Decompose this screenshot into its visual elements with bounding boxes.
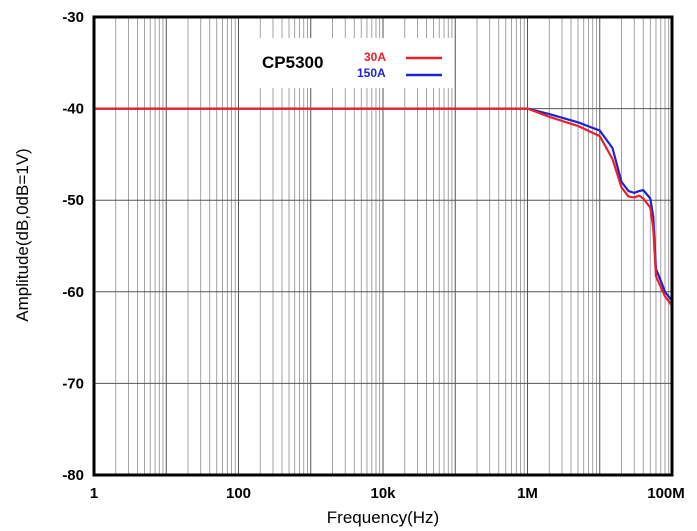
y-tick-label: -30 bbox=[62, 9, 84, 26]
x-tick-label: 1M bbox=[517, 485, 538, 502]
x-tick-label: 100 bbox=[226, 485, 251, 502]
y-tick-label: -80 bbox=[62, 467, 84, 484]
y-tick-label: -50 bbox=[62, 192, 84, 209]
y-axis-label: Amplitude(dB,0dB=1V) bbox=[13, 148, 32, 321]
tick-labels: 1 100 10k 1M 100M -30 -40 -50 -60 -70 -80 bbox=[62, 9, 684, 502]
y-tick-label: -70 bbox=[62, 375, 84, 392]
series-lines bbox=[94, 107, 673, 307]
x-tick-label: 100M bbox=[647, 485, 685, 502]
x-axis-label: Frequency(Hz) bbox=[327, 508, 439, 527]
y-tick-label: -40 bbox=[62, 101, 84, 118]
legend-label-150a: 150A bbox=[357, 66, 386, 80]
plot-frame bbox=[92, 15, 674, 477]
x-tick-label: 1 bbox=[90, 485, 98, 502]
legend: CP5300 30A 150A bbox=[258, 38, 454, 88]
series-line-30a bbox=[94, 107, 673, 307]
x-tick-label: 10k bbox=[370, 485, 396, 502]
grid-lines bbox=[93, 16, 672, 476]
legend-background bbox=[258, 38, 454, 88]
series-line-150a bbox=[94, 107, 673, 302]
legend-label-30a: 30A bbox=[364, 50, 386, 64]
y-tick-label: -60 bbox=[62, 284, 84, 301]
legend-title: CP5300 bbox=[262, 53, 323, 72]
